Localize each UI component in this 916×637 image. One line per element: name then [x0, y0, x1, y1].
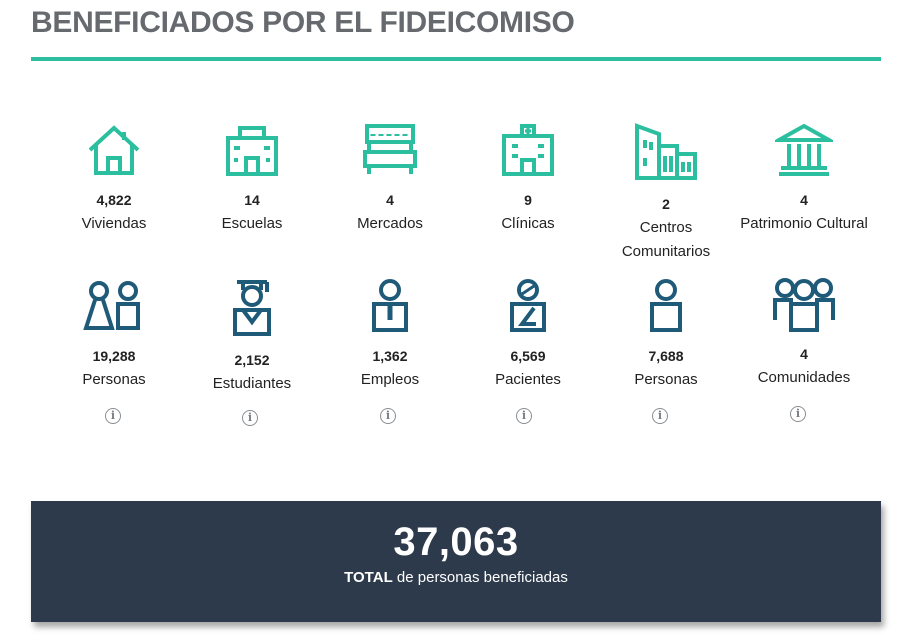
community-building-icon — [635, 123, 697, 180]
info-icon[interactable]: i — [790, 406, 806, 422]
stat-number: 4 — [800, 192, 808, 208]
stat-viviendas: 4,822 Viviendas — [45, 112, 183, 236]
stat-escuelas: 14 Escuelas — [183, 112, 321, 236]
info-icon[interactable]: i — [105, 408, 121, 424]
stat-pacientes: 6,569 Pacientes — [459, 268, 597, 392]
info-icon[interactable]: i — [516, 408, 532, 424]
person-icon — [650, 279, 682, 332]
school-icon — [226, 126, 278, 176]
stat-mercados: 4 Mercados — [321, 112, 459, 236]
stat-number: 2 — [662, 196, 670, 212]
stat-label: Pacientes — [495, 371, 561, 388]
total-caption-rest: de personas beneficiadas — [392, 569, 568, 586]
patient-icon — [510, 279, 546, 332]
stat-clinicas: 9 Clínicas — [459, 112, 597, 236]
info-icon[interactable]: i — [652, 408, 668, 424]
stat-number: 14 — [244, 192, 260, 208]
stat-personas: 19,288 Personas — [45, 268, 183, 392]
beneficiaries-grid: 4,822 Viviendas 14 Escuelas 4 Mercado — [45, 100, 870, 440]
stat-comunidades: 4 Comunidades — [735, 266, 873, 390]
stat-centros: 2 Centros Comunitarios — [597, 112, 735, 264]
heritage-building-icon — [775, 123, 833, 176]
stat-label: Centros Comunitarios — [621, 219, 711, 260]
stat-label: Comunidades — [757, 369, 851, 386]
total-caption-bold: TOTAL — [344, 569, 393, 586]
student-icon — [233, 280, 271, 336]
stat-number: 4 — [800, 346, 808, 362]
stat-number: 6,569 — [510, 348, 546, 364]
group-icon — [773, 278, 835, 332]
stat-number: 9 — [524, 192, 532, 208]
total-number: 37,063 — [393, 520, 519, 564]
stat-label: Personas — [82, 371, 146, 388]
stat-label: Escuelas — [221, 215, 283, 232]
stat-number: 19,288 — [92, 348, 136, 364]
stat-label: Clínicas — [501, 215, 555, 232]
clinic-icon — [502, 124, 554, 176]
stat-personas-2: 7,688 Personas — [597, 268, 735, 392]
stat-label: Personas — [634, 371, 698, 388]
stat-number: 4,822 — [96, 192, 132, 208]
employee-icon — [372, 279, 408, 332]
stat-label: Estudiantes — [212, 375, 292, 392]
total-caption: TOTAL de personas beneficiadas — [31, 569, 881, 586]
stat-patrimonio: 4 Patrimonio Cultural — [735, 112, 873, 236]
stat-label: Empleos — [360, 371, 420, 388]
page-title: BENEFICIADOS POR EL FIDEICOMISO — [31, 6, 575, 39]
stat-number: 7,688 — [648, 348, 684, 364]
title-divider — [31, 57, 881, 61]
stat-number: 1,362 — [372, 348, 408, 364]
stat-estudiantes: 2,152 Estudiantes — [183, 268, 321, 396]
info-icon[interactable]: i — [380, 408, 396, 424]
stat-label: Viviendas — [81, 215, 147, 232]
stat-label: Patrimonio Cultural — [740, 215, 868, 232]
info-icon[interactable]: i — [242, 410, 258, 426]
house-icon — [88, 125, 140, 175]
stat-number: 2,152 — [234, 352, 270, 368]
market-icon — [363, 124, 417, 174]
stat-label: Mercados — [357, 215, 423, 232]
stat-empleos: 1,362 Empleos — [321, 268, 459, 392]
total-panel: 37,063 TOTAL de personas beneficiadas — [31, 501, 881, 622]
people-pair-icon — [83, 281, 140, 330]
stat-number: 4 — [386, 192, 394, 208]
